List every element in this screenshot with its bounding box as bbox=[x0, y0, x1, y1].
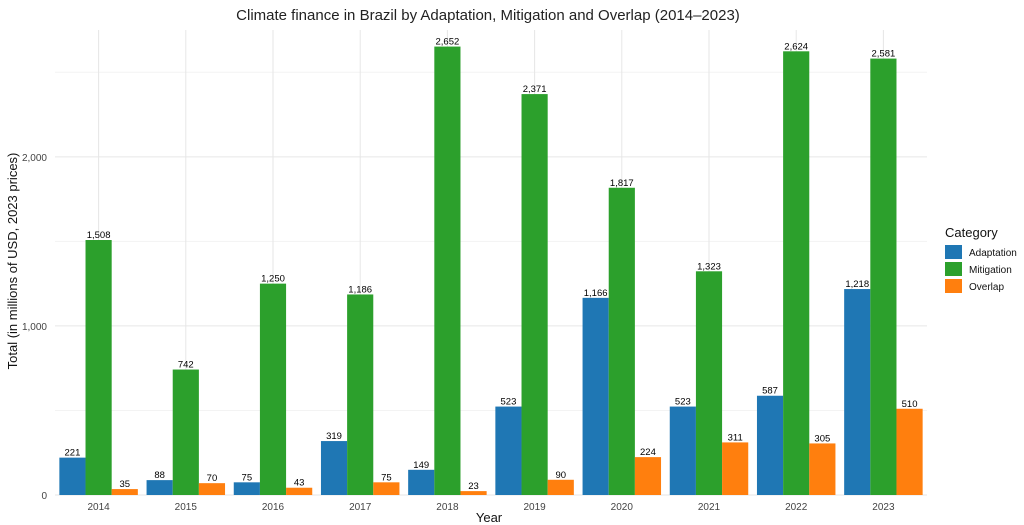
bar-mitigation-2023 bbox=[870, 58, 897, 496]
legend-items: Adaptation Mitigation Overlap bbox=[945, 245, 1017, 293]
x-tick-label: 2023 bbox=[872, 502, 895, 513]
data-label-mitigation-2015: 742 bbox=[178, 360, 194, 371]
chart-title: Climate finance in Brazil by Adaptation,… bbox=[236, 7, 740, 24]
bar-overlap-2017 bbox=[373, 482, 400, 495]
x-tick-label: 2021 bbox=[698, 502, 721, 513]
bar-overlap-2021 bbox=[722, 442, 749, 495]
data-label-adaptation-2017: 319 bbox=[326, 431, 342, 442]
bar-mitigation-2018 bbox=[434, 46, 461, 495]
y-axis-title: Total (in millions of USD, 2023 prices) bbox=[5, 153, 20, 370]
bar-adaptation-2020 bbox=[582, 297, 609, 495]
bar-adaptation-2022 bbox=[756, 395, 784, 495]
data-label-overlap-2017: 75 bbox=[381, 472, 392, 483]
bar-mitigation-2019 bbox=[521, 94, 548, 496]
data-label-overlap-2016: 43 bbox=[294, 478, 305, 489]
data-label-overlap-2014: 35 bbox=[119, 479, 130, 490]
x-tick-label: 2018 bbox=[436, 502, 459, 513]
x-tick-label: 2019 bbox=[523, 502, 546, 513]
data-label-mitigation-2023: 2,581 bbox=[872, 49, 896, 60]
data-label-mitigation-2022: 2,624 bbox=[784, 41, 808, 52]
bar-adaptation-2018 bbox=[408, 469, 435, 495]
data-labels: 221 1,508 35 88 742 70 75 1,250 43 319 1,186 75 149 2… bbox=[65, 37, 918, 493]
data-label-overlap-2023: 510 bbox=[902, 399, 918, 410]
data-label-overlap-2021: 311 bbox=[728, 432, 743, 443]
y-tick-label: 1,000 bbox=[22, 322, 47, 333]
bar-overlap-2022 bbox=[809, 443, 836, 495]
legend-swatch-mitigation bbox=[945, 262, 962, 276]
bar-adaptation-2023 bbox=[844, 289, 871, 495]
legend-label-overlap: Overlap bbox=[969, 282, 1004, 293]
legend-label-adaptation: Adaptation bbox=[969, 248, 1017, 259]
x-axis-title: Year bbox=[476, 510, 503, 525]
data-label-adaptation-2016: 75 bbox=[242, 472, 253, 483]
data-label-mitigation-2014: 1,508 bbox=[87, 230, 111, 241]
data-label-adaptation-2015: 88 bbox=[154, 470, 165, 481]
x-tick-label: 2020 bbox=[611, 502, 634, 513]
data-label-overlap-2022: 305 bbox=[814, 433, 830, 444]
data-label-mitigation-2018: 2,652 bbox=[436, 37, 460, 48]
bar-overlap-2014 bbox=[111, 489, 138, 495]
bar-adaptation-2015 bbox=[146, 480, 173, 495]
bar-mitigation-2015 bbox=[172, 369, 199, 495]
legend-swatch-overlap bbox=[945, 279, 962, 293]
data-label-mitigation-2020: 1,817 bbox=[610, 178, 634, 189]
bar-adaptation-2017 bbox=[320, 441, 348, 495]
legend-swatch-adaptation bbox=[945, 245, 962, 259]
data-label-adaptation-2020: 1,166 bbox=[584, 288, 608, 299]
x-tick-label: 2014 bbox=[87, 502, 110, 513]
legend: Category Adaptation Mitigation Overlap bbox=[945, 225, 1017, 293]
data-label-adaptation-2023: 1,218 bbox=[845, 279, 869, 290]
bar-adaptation-2016 bbox=[233, 482, 260, 495]
bar-overlap-2019 bbox=[547, 479, 574, 495]
bar-overlap-2015 bbox=[198, 483, 226, 495]
data-label-mitigation-2016: 1,250 bbox=[261, 274, 285, 285]
bar-mitigation-2022 bbox=[783, 51, 810, 496]
data-label-mitigation-2021: 1,323 bbox=[697, 261, 721, 272]
data-label-overlap-2019: 90 bbox=[555, 470, 566, 481]
bar-adaptation-2021 bbox=[669, 406, 696, 495]
bar-overlap-2020 bbox=[634, 457, 662, 495]
data-label-adaptation-2021: 523 bbox=[675, 397, 691, 408]
x-tick-label: 2017 bbox=[349, 502, 372, 513]
y-tick-label: 0 bbox=[41, 491, 47, 502]
data-label-adaptation-2019: 523 bbox=[501, 397, 517, 408]
y-axis-ticks: 0 1,000 2,000 bbox=[22, 153, 47, 502]
bar-mitigation-2016 bbox=[259, 283, 287, 495]
y-tick-label: 2,000 bbox=[22, 153, 47, 164]
bar-overlap-2018 bbox=[460, 491, 487, 495]
bar-mitigation-2014 bbox=[85, 240, 112, 495]
data-label-adaptation-2022: 587 bbox=[762, 386, 778, 397]
data-label-overlap-2015: 70 bbox=[207, 473, 218, 484]
bar-adaptation-2019 bbox=[495, 406, 522, 495]
bar-adaptation-2014 bbox=[59, 457, 86, 495]
x-axis-ticks: 2014 2015 2016 2017 2018 2019 2020 2021 2022 2023 bbox=[87, 502, 894, 513]
bar-mitigation-2021 bbox=[695, 271, 723, 495]
x-tick-label: 2016 bbox=[262, 502, 285, 513]
x-tick-label: 2015 bbox=[175, 502, 198, 513]
data-label-overlap-2018: 23 bbox=[468, 481, 479, 492]
bar-overlap-2023 bbox=[896, 408, 923, 495]
bar-mitigation-2017 bbox=[347, 294, 374, 495]
bars bbox=[59, 46, 923, 496]
legend-label-mitigation: Mitigation bbox=[969, 265, 1012, 276]
bar-mitigation-2020 bbox=[608, 187, 635, 495]
data-label-adaptation-2014: 221 bbox=[65, 448, 81, 459]
bar-overlap-2016 bbox=[286, 487, 313, 495]
data-label-overlap-2020: 224 bbox=[640, 447, 656, 458]
data-label-adaptation-2018: 149 bbox=[413, 460, 429, 471]
data-label-mitigation-2019: 2,371 bbox=[523, 84, 547, 95]
data-label-mitigation-2017: 1,186 bbox=[348, 284, 372, 295]
x-tick-label: 2022 bbox=[785, 502, 808, 513]
legend-title: Category bbox=[945, 225, 998, 240]
